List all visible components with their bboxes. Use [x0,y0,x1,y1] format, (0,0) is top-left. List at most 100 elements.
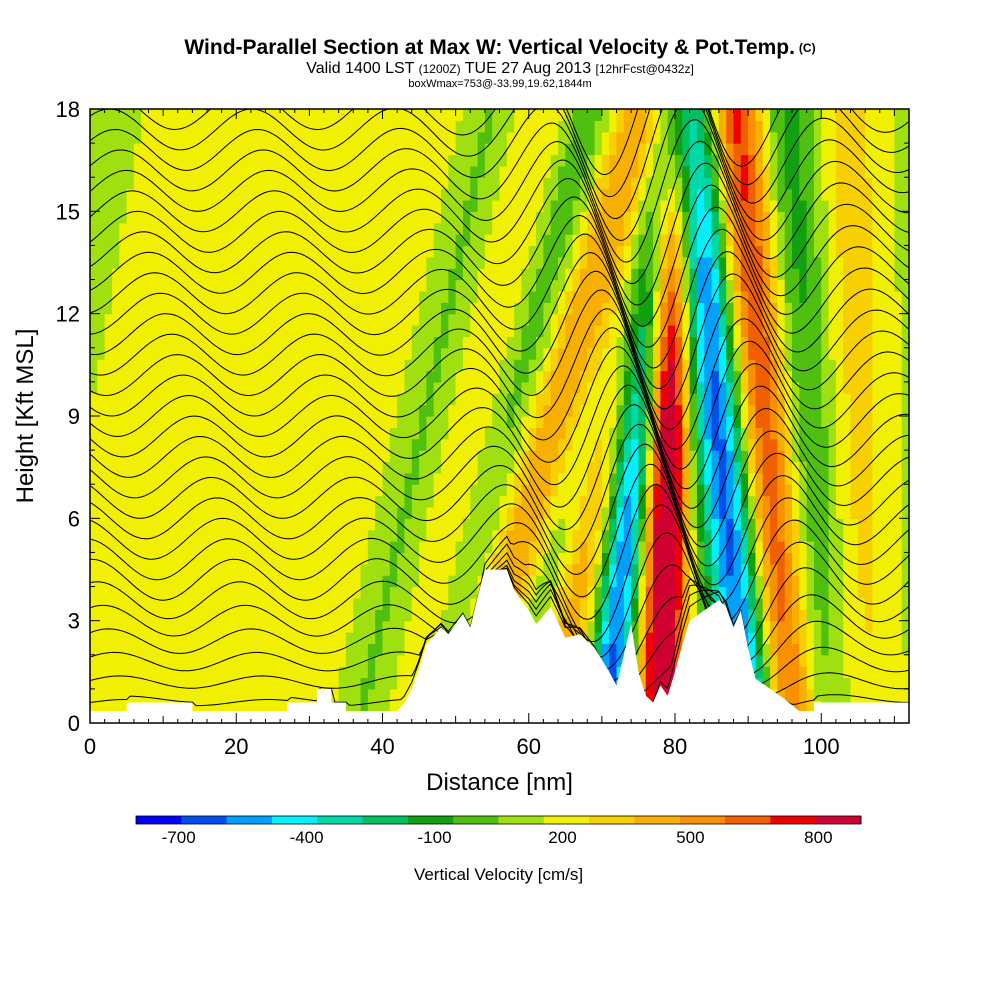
velocity-cell [133,666,142,679]
velocity-cell [638,472,647,485]
velocity-cell [90,222,98,235]
velocity-cell [777,643,786,656]
velocity-cell [792,336,800,349]
velocity-cell [843,279,852,292]
velocity-cell [492,404,501,417]
velocity-cell [521,597,530,610]
velocity-cell [733,313,742,326]
velocity-cell [821,643,830,656]
velocity-cell [353,416,362,428]
velocity-cell [682,393,691,406]
velocity-cell [784,256,793,269]
velocity-cell [280,222,289,235]
velocity-cell [675,541,683,554]
velocity-cell [682,495,691,508]
velocity-cell [689,586,698,599]
velocity-cell [104,450,113,463]
velocity-cell [770,450,778,463]
velocity-cell [879,506,888,519]
velocity-cell [287,256,296,269]
velocity-cell [97,359,106,372]
velocity-cell [901,370,909,383]
velocity-cell [207,597,215,610]
velocity-cell [550,359,559,372]
velocity-cell [521,438,530,451]
velocity-cell [857,506,866,519]
velocity-cell [324,370,332,383]
velocity-cell [294,495,303,508]
velocity-cell [799,688,808,701]
velocity-cell [484,325,493,338]
velocity-cell [821,563,830,576]
velocity-cell [338,529,347,542]
velocity-cell [543,416,552,428]
velocity-cell [813,484,822,497]
velocity-cell [133,472,142,485]
velocity-cell [828,427,837,440]
velocity-cell [609,416,618,428]
velocity-cell [419,529,427,542]
velocity-cell [631,438,640,451]
velocity-cell [448,586,457,599]
velocity-cell [784,313,793,326]
velocity-cell [97,438,106,451]
velocity-cell [382,245,391,258]
velocity-cell [821,427,830,440]
velocity-cell [645,632,654,645]
velocity-cell [199,632,208,645]
velocity-cell [631,279,640,292]
velocity-cell [404,609,413,622]
velocity-cell [287,302,296,315]
velocity-cell [177,438,186,451]
velocity-cell [660,586,669,599]
velocity-cell [302,541,310,554]
velocity-cell [565,313,574,326]
velocity-cell [170,416,179,428]
velocity-cell [324,381,332,394]
velocity-cell [660,290,669,303]
velocity-cell [382,347,391,360]
velocity-cell [821,529,830,542]
velocity-cell [258,427,267,440]
velocity-cell [316,268,325,281]
velocity-cell [287,643,296,656]
velocity-cell [784,347,793,360]
velocity-cell [280,416,289,428]
velocity-cell [126,620,135,633]
velocity-cell [821,290,830,303]
velocity-cell [784,336,793,349]
velocity-cell [638,234,647,247]
velocity-cell [433,336,442,349]
velocity-cell [353,359,362,372]
velocity-cell [441,347,449,360]
velocity-cell [426,552,435,565]
velocity-cell [565,575,574,588]
velocity-cell [309,506,318,519]
velocity-cell [302,506,310,519]
velocity-cell [835,347,844,360]
velocity-cell [821,222,830,235]
velocity-cell [601,416,610,428]
velocity-cell [455,222,464,235]
velocity-cell [163,461,172,474]
velocity-cell [375,472,384,485]
velocity-cell [872,541,881,554]
velocity-cell [792,495,800,508]
velocity-cell [667,632,676,645]
velocity-cell [733,484,742,497]
velocity-cell [543,370,552,383]
velocity-cell [441,552,449,565]
velocity-cell [287,336,296,349]
velocity-cell [192,325,201,338]
velocity-cell [733,370,742,383]
velocity-cell [419,245,427,258]
velocity-cell [448,268,457,281]
velocity-cell [265,643,274,656]
velocity-cell [828,677,837,690]
velocity-cell [550,393,559,406]
velocity-cell [404,450,413,463]
velocity-cell [675,256,683,269]
velocity-cell [360,427,369,440]
velocity-cell [170,268,179,281]
velocity-cell [411,234,420,247]
